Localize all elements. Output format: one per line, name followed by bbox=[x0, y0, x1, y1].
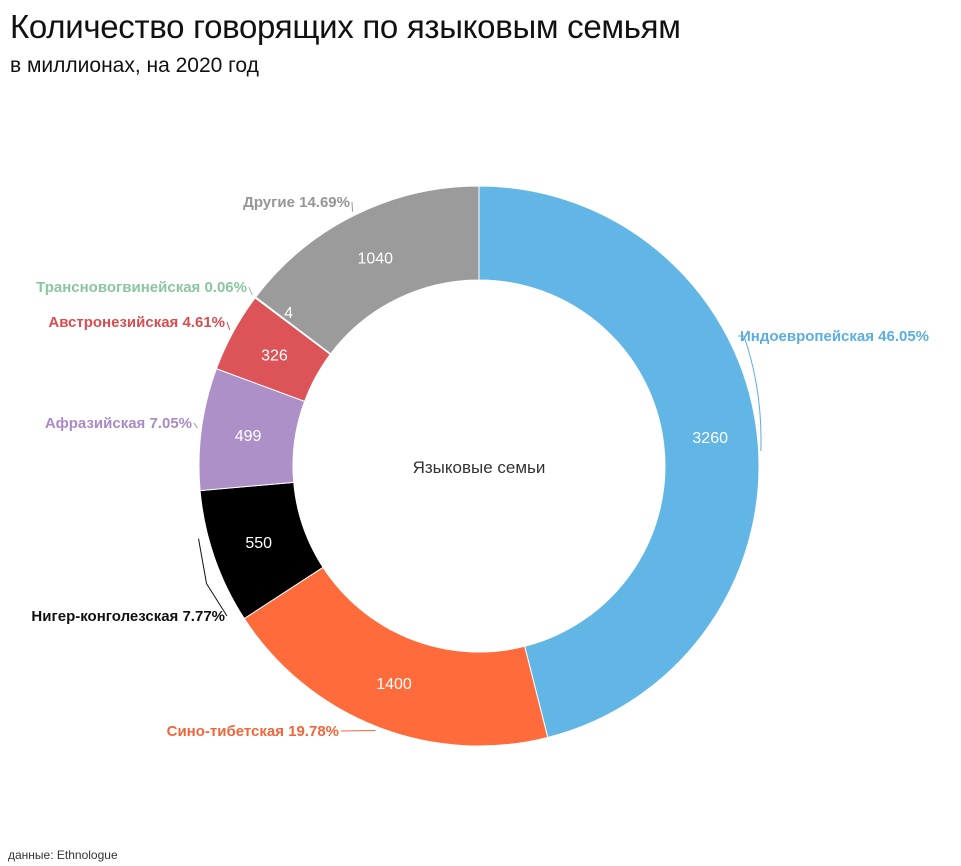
category-label-1: Сино-тибетская 19.78% bbox=[167, 723, 339, 740]
value-label-1: 1400 bbox=[376, 676, 412, 693]
chart-subtitle: в миллионах, на 2020 год bbox=[10, 54, 259, 77]
leader-line-4 bbox=[226, 321, 231, 331]
donut-center-label: Языковые семьи bbox=[413, 458, 546, 477]
category-label-4: Австронезийская 4.61% bbox=[48, 314, 225, 331]
category-label-2: Нигер-конголезская 7.77% bbox=[31, 608, 225, 625]
leader-line-6 bbox=[351, 201, 354, 212]
label-leader-lines bbox=[193, 201, 762, 732]
category-label-5: Трансновогвинейская 0.06% bbox=[36, 279, 247, 296]
value-label-3: 499 bbox=[235, 428, 262, 445]
value-label-4: 326 bbox=[261, 347, 288, 364]
data-source-note: данные: Ethnologue bbox=[8, 848, 118, 862]
value-label-6: 1040 bbox=[357, 250, 393, 267]
leader-line-1 bbox=[340, 729, 376, 732]
value-label-0: 3260 bbox=[692, 430, 728, 447]
slice-value-labels: 3260 1400 550 499 326 4 1040 bbox=[235, 250, 728, 693]
leader-line-5 bbox=[248, 286, 253, 296]
chart-title: Количество говорящих по языковым семьям bbox=[10, 8, 681, 45]
value-label-5: 4 bbox=[284, 305, 293, 322]
leader-line-3 bbox=[193, 422, 198, 429]
slice-индоевропейская bbox=[478, 185, 760, 739]
leader-line-2 bbox=[198, 538, 228, 617]
value-label-2: 550 bbox=[245, 535, 272, 552]
category-label-0: Индоевропейская 46.05% bbox=[740, 328, 929, 345]
slice-другие bbox=[255, 185, 480, 355]
leader-line-0 bbox=[738, 335, 762, 451]
slice-category-labels: Индоевропейская 46.05% Сино-тибетская 19.… bbox=[31, 194, 929, 740]
category-label-3: Афразийская 7.05% bbox=[45, 415, 192, 432]
slice-сино-тибетская bbox=[243, 566, 549, 747]
category-label-6: Другие 14.69% bbox=[243, 194, 350, 211]
donut-slices bbox=[198, 185, 760, 747]
